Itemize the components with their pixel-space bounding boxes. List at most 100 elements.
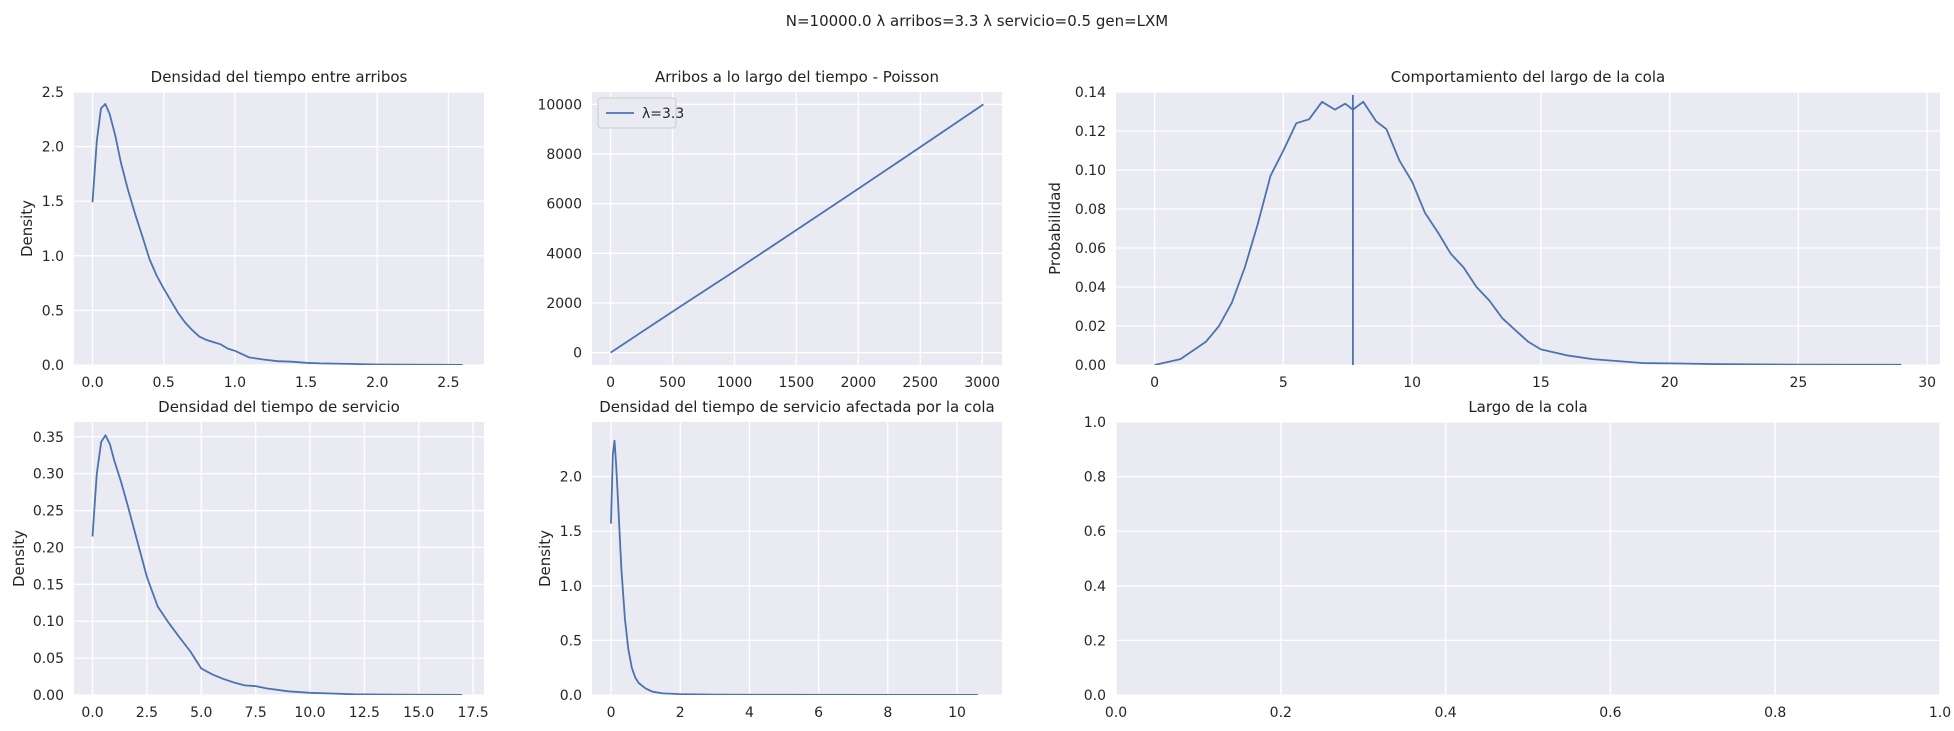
y-tick-label: 1.0	[560, 579, 582, 595]
chart-title: Arribos a lo largo del tiempo - Poisson	[655, 68, 939, 86]
y-tick-label: 0.35	[33, 430, 64, 446]
y-tick-label: 0.08	[1075, 202, 1106, 218]
x-tick-label: 1000	[717, 375, 753, 391]
y-tick-label: 0.00	[33, 688, 64, 704]
x-tick-label: 15	[1532, 375, 1550, 391]
y-tick-label: 1.5	[560, 524, 582, 540]
chart-5: 0 2 4 6 8 10 0.0 0.5 1.0 1.5 2.0 Densidad del tiemp…	[536, 398, 1002, 721]
x-tick-label: 0.6	[1599, 705, 1621, 721]
x-tick-label: 0	[607, 705, 616, 721]
chart-title: Densidad del tiempo entre arribos	[151, 68, 408, 86]
chart-1: 0.0 0.5 1.0 1.5 2.0 2.5 0.0 0.5 1.0 1.5 2.0 2.5 Dens…	[18, 68, 484, 391]
x-tick-label: 0	[606, 375, 615, 391]
y-axis-label: Density	[18, 200, 36, 257]
y-tick-label: 2.0	[42, 140, 64, 156]
y-tick-label: 0.5	[42, 303, 64, 319]
x-tick-label: 17.5	[458, 705, 489, 721]
chart-6: 0.0 0.2 0.4 0.6 0.8 1.0 0.0 0.2 0.4 0.6 0.8 1.0 Larg…	[1084, 398, 1951, 721]
x-tick-label: 12.5	[349, 705, 380, 721]
chart-title: Largo de la cola	[1468, 398, 1587, 416]
y-tick-label: 0.6	[1084, 524, 1106, 540]
plot-area	[1116, 422, 1940, 695]
x-tick-label: 15.0	[403, 705, 434, 721]
x-tick-label: 7.5	[244, 705, 266, 721]
y-tick-label: 0.20	[33, 540, 64, 556]
x-tick-label: 0.2	[1270, 705, 1292, 721]
y-axis-label: Density	[10, 530, 28, 587]
x-tick-label: 0.0	[81, 705, 103, 721]
y-axis-label: Density	[536, 530, 554, 587]
y-tick-label: 0.8	[1084, 470, 1106, 486]
chart-4: 0.0 2.5 5.0 7.5 10.0 12.5 15.0 17.5 0.00 0.05 0.10…	[10, 398, 489, 721]
x-tick-label: 500	[659, 375, 686, 391]
x-tick-label: 0.4	[1434, 705, 1456, 721]
series-line	[91, 103, 463, 365]
x-tick-label: 2000	[840, 375, 876, 391]
y-tick-label: 0.0	[1084, 688, 1106, 704]
chart-title: Densidad del tiempo de servicio afectada…	[599, 398, 995, 416]
y-tick-label: 0.12	[1075, 124, 1106, 140]
y-tick-label: 0.10	[33, 614, 64, 630]
x-tick-label: 2.5	[437, 375, 459, 391]
y-tick-label: 0.0	[42, 358, 64, 374]
y-tick-label: 0.30	[33, 467, 64, 483]
y-tick-label: 1.0	[1084, 415, 1106, 431]
x-tick-label: 25	[1789, 375, 1807, 391]
y-tick-label: 2.5	[42, 85, 64, 101]
legend: λ=3.3	[597, 97, 684, 129]
x-tick-label: 20	[1661, 375, 1679, 391]
y-tick-label: 2000	[546, 296, 582, 312]
y-tick-label: 0.06	[1075, 241, 1106, 257]
x-tick-label: 10	[1403, 375, 1421, 391]
x-tick-label: 2	[676, 705, 685, 721]
x-tick-label: 5.0	[190, 705, 212, 721]
chart-title: Comportamiento del largo de la cola	[1391, 68, 1665, 86]
axes-container: 0.0 0.5 1.0 1.5 2.0 2.5 0.0 0.5 1.0 1.5 2.0 2.5 Dens…	[10, 68, 1951, 721]
plot-area	[592, 422, 1002, 695]
y-tick-label: 2.0	[560, 470, 582, 486]
x-tick-label: 8	[883, 705, 892, 721]
y-tick-label: 4000	[546, 246, 582, 262]
x-tick-label: 4	[745, 705, 754, 721]
x-tick-label: 0.0	[81, 375, 103, 391]
legend-label: λ=3.3	[642, 106, 684, 122]
y-tick-label: 10000	[537, 97, 582, 113]
x-tick-label: 1.0	[1929, 705, 1951, 721]
series-line	[610, 103, 984, 354]
y-tick-label: 0.00	[1075, 358, 1106, 374]
x-tick-label: 2500	[902, 375, 938, 391]
y-tick-label: 0.25	[33, 504, 64, 520]
x-tick-label: 2.0	[366, 375, 388, 391]
x-tick-label: 10.0	[294, 705, 325, 721]
y-tick-label: 1.0	[42, 249, 64, 265]
x-tick-label: 1500	[779, 375, 815, 391]
x-tick-label: 5	[1279, 375, 1288, 391]
chart-title: Densidad del tiempo de servicio	[158, 398, 400, 416]
y-tick-label: 0.2	[1084, 633, 1106, 649]
y-tick-label: 6000	[546, 197, 582, 213]
x-tick-label: 6	[814, 705, 823, 721]
series-line	[91, 434, 463, 695]
x-tick-label: 0.8	[1764, 705, 1786, 721]
legend-box	[597, 97, 677, 129]
plot-area	[74, 92, 484, 365]
y-tick-label: 0.15	[33, 577, 64, 593]
y-tick-label: 0.14	[1075, 85, 1106, 101]
y-tick-label: 0.4	[1084, 579, 1106, 595]
x-tick-label: 0.0	[1105, 705, 1127, 721]
y-tick-label: 0.05	[33, 651, 64, 667]
figure-title: N=10000.0 λ arribos=3.3 λ servicio=0.5 g…	[786, 12, 1168, 30]
series-line	[610, 439, 978, 695]
x-tick-label: 30	[1918, 375, 1936, 391]
y-tick-label: 0.5	[560, 633, 582, 649]
x-tick-label: 0.5	[153, 375, 175, 391]
y-tick-label: 1.5	[42, 194, 64, 210]
y-tick-label: 0.02	[1075, 319, 1106, 335]
y-axis-label: Probabilidad	[1046, 182, 1064, 275]
chart-2: 0 500 1000 1500 2000 2500 3000 0 2000 4000 6000 800…	[537, 68, 1002, 391]
y-tick-label: 0	[573, 346, 582, 362]
x-tick-label: 1.5	[295, 375, 317, 391]
series-line	[1154, 100, 1902, 365]
x-tick-label: 10	[948, 705, 966, 721]
